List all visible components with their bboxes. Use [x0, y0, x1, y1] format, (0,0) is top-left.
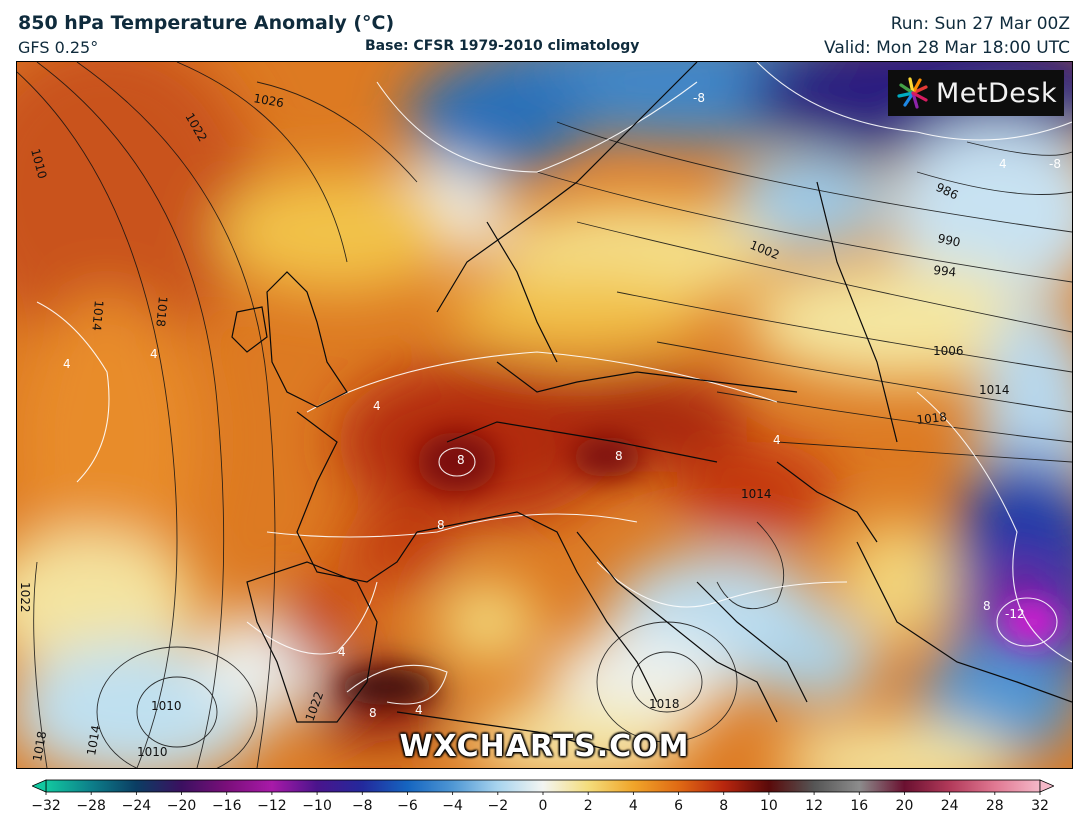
colorbar-scale: [32, 779, 1054, 795]
colorbar-max-arrow: [1039, 779, 1054, 793]
metdesk-logo-text: MetDesk: [936, 77, 1058, 109]
map-canvas: 1026 1022 1010 1014 1018 986 990 994 100…: [17, 62, 1072, 768]
isobar-label: 1026: [252, 91, 285, 110]
colorbar-tick-label: 12: [805, 798, 823, 814]
colorbar: −32 −28 −24 −20 −16 −12 −10 −8 −6 −4 −2 0 2 4 6 8 10 12 16…: [31, 777, 1054, 827]
isobar-label: 1010: [137, 745, 168, 759]
isobar-label: 1018: [30, 730, 49, 763]
colorbar-tick-label: −8: [351, 798, 373, 814]
isobar-label: 1014: [741, 487, 772, 501]
anomaly-label: 8: [437, 518, 445, 532]
anomaly-label: 4: [150, 347, 158, 361]
colorbar-tick-label: −24: [121, 798, 152, 814]
colorbar-tick-label: −28: [76, 798, 106, 814]
anomaly-label-group: -8 -8 4 4 4 8 8 8 4 8 4 8 -12 4 4: [63, 91, 1061, 720]
anomaly-label: -8: [1049, 157, 1061, 171]
colorbar-tick-label: −12: [257, 798, 287, 814]
colorbar-tick-label: −10: [302, 798, 332, 814]
anomaly-label: -12: [1005, 607, 1025, 621]
isobar-label: 1022: [18, 582, 32, 613]
anomaly-label: -8: [693, 91, 705, 105]
colorbar-tick-label: 8: [719, 798, 729, 814]
anomaly-label: 4: [63, 357, 71, 371]
colorbar-tick-label: −20: [166, 798, 197, 814]
colorbar-tick-label: 32: [1031, 798, 1049, 814]
isobar-label: 1014: [979, 383, 1010, 397]
colorbar-tick-label: −2: [487, 798, 509, 814]
colorbar-tick-label: −6: [397, 798, 418, 814]
colorbar-tick-label: 6: [674, 798, 683, 814]
anomaly-label: 8: [457, 453, 465, 467]
base-climatology-label: Base: CFSR 1979-2010 climatology: [365, 38, 640, 54]
run-time-label: Run: Sun 27 Mar 00Z: [890, 14, 1070, 34]
isobar-label: 990: [936, 231, 961, 249]
anomaly-label: 4: [415, 703, 423, 717]
chart-title: 850 hPa Temperature Anomaly (°C): [18, 12, 395, 34]
isobar-label: 994: [933, 263, 957, 279]
colorbar-tick-label: −16: [211, 798, 242, 814]
colorbar-tick-label: 16: [850, 798, 869, 814]
anomaly-label: 4: [999, 157, 1007, 171]
colorbar-tick-label: 2: [583, 798, 593, 814]
isobar-label: 1006: [933, 344, 964, 358]
anomaly-label: 8: [369, 706, 377, 720]
colorbar-min-arrow: [32, 779, 47, 793]
isobar-label: 1010: [151, 699, 182, 713]
anomaly-label: 8: [983, 599, 991, 613]
colorbar-tick-label: 0: [538, 798, 548, 814]
metdesk-logo-icon: [897, 77, 928, 109]
isobar-label: 1018: [649, 697, 680, 711]
isobar-label: 1018: [916, 410, 948, 427]
anomaly-label: 4: [373, 399, 381, 413]
anomaly-label: 8: [615, 449, 623, 463]
anomaly-field: [17, 62, 1072, 768]
anomaly-map: 1026 1022 1010 1014 1018 986 990 994 100…: [16, 61, 1073, 769]
colorbar-gradient: [45, 779, 1041, 793]
metdesk-logo: MetDesk: [888, 70, 1064, 116]
valid-time-label: Valid: Mon 28 Mar 18:00 UTC: [824, 38, 1070, 58]
colorbar-tick-label: −32: [31, 798, 61, 814]
colorbar-tick-label: −4: [442, 798, 463, 814]
anomaly-label: 4: [338, 645, 346, 659]
colorbar-tick-label: 4: [628, 798, 638, 814]
isobar-label: 1014: [84, 724, 103, 757]
anomaly-label: 4: [773, 433, 781, 447]
wxcharts-watermark: WXCHARTS.COM: [399, 729, 690, 764]
model-label: GFS 0.25°: [18, 38, 99, 57]
isobar-label: 1014: [89, 300, 106, 332]
colorbar-tick-label: 20: [895, 798, 914, 814]
colorbar-tick-label: 10: [759, 798, 778, 814]
coastlines: [231, 62, 1072, 753]
colorbar-tick-label: 28: [985, 798, 1004, 814]
colorbar-tick-label: 24: [940, 798, 959, 814]
isobar-label: 1018: [153, 296, 170, 328]
